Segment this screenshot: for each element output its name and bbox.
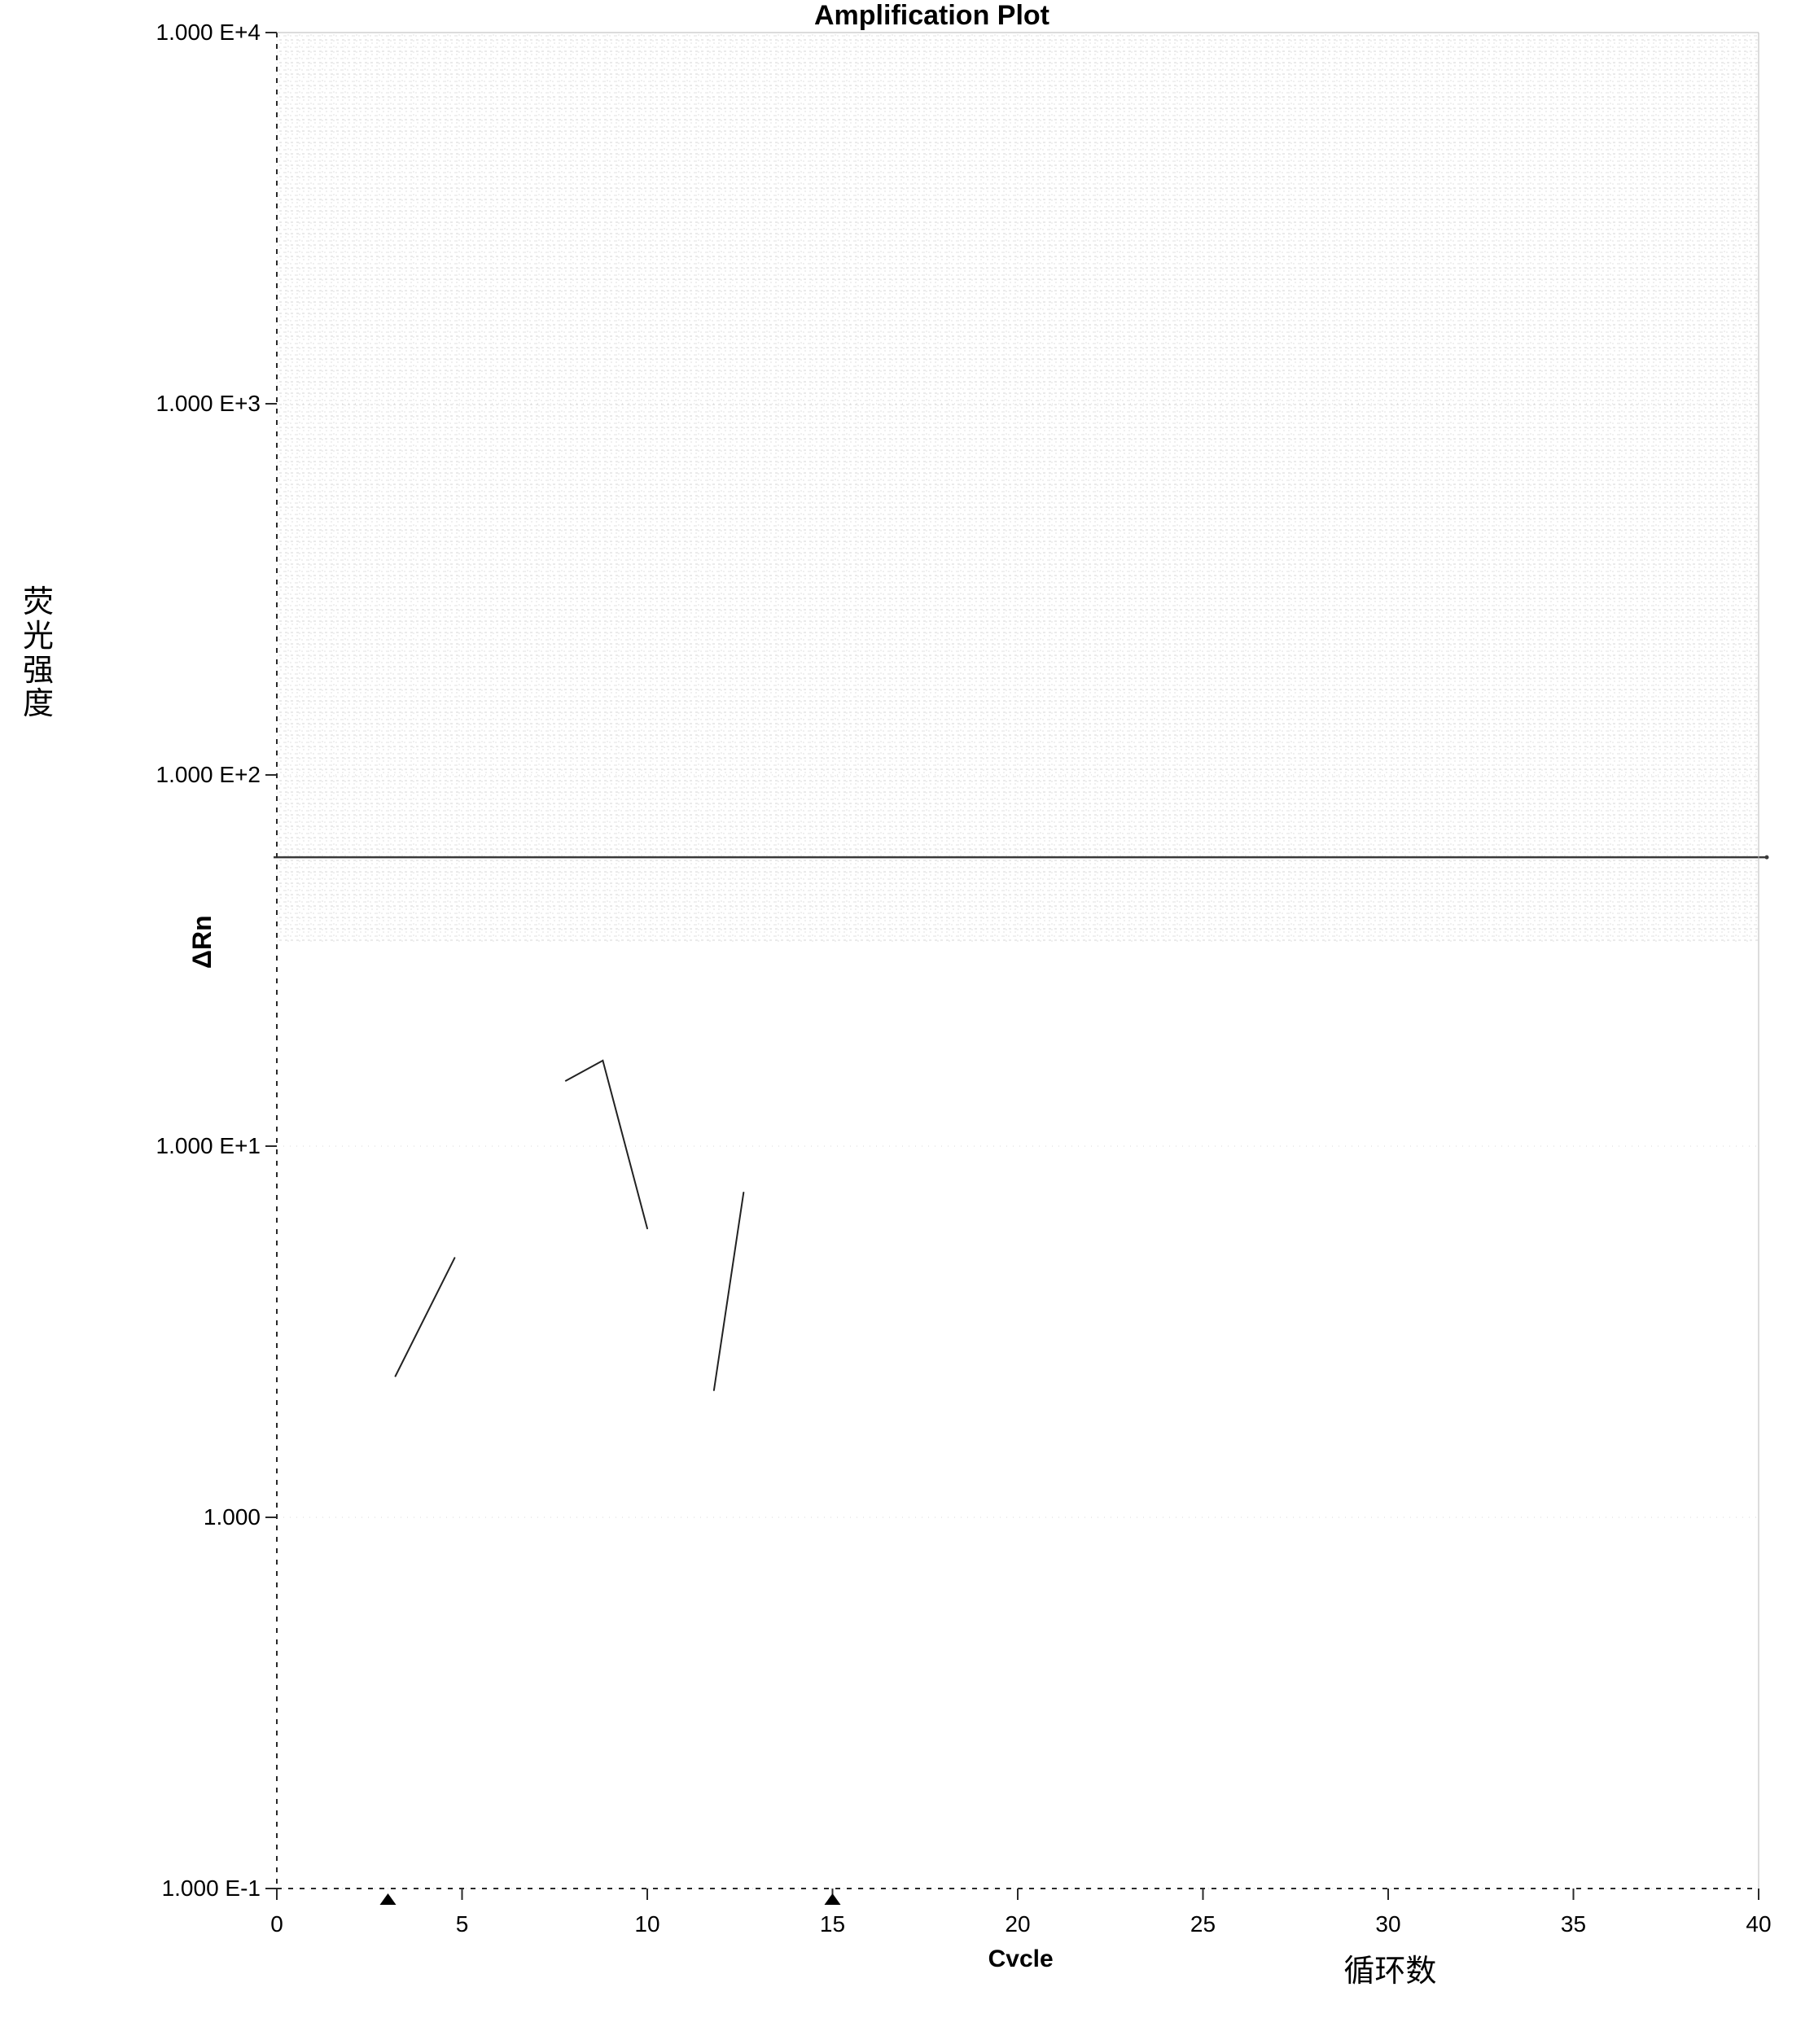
xtick-label: 30 xyxy=(1375,1911,1400,1937)
xtick-label: 40 xyxy=(1746,1911,1771,1937)
page: 荧光强度 ΔRn Amplification Plot 051015202530… xyxy=(0,0,1814,2044)
ytick-label: 1.000 xyxy=(114,1504,261,1530)
ytick-label: 1.000 E+3 xyxy=(114,391,261,417)
ytick-label: 1.000 E+4 xyxy=(114,20,261,46)
ytick-label: 1.000 E+2 xyxy=(114,762,261,788)
xtick-label: 25 xyxy=(1190,1911,1216,1937)
xtick-label: 0 xyxy=(270,1911,283,1937)
outer-xlabel-cn: 循环数 xyxy=(1343,1946,1436,1990)
xtick-label: 10 xyxy=(634,1911,659,1937)
xtick-label: 35 xyxy=(1561,1911,1586,1937)
amplification-plot xyxy=(0,0,1814,2044)
xtick-label: 5 xyxy=(456,1911,469,1937)
ytick-label: 1.000 E-1 xyxy=(114,1875,261,1902)
xtick-label: 15 xyxy=(820,1911,845,1937)
xlabel: Cvcle xyxy=(988,1946,1054,1973)
xtick-label: 20 xyxy=(1005,1911,1030,1937)
ytick-label: 1.000 E+1 xyxy=(114,1133,261,1159)
